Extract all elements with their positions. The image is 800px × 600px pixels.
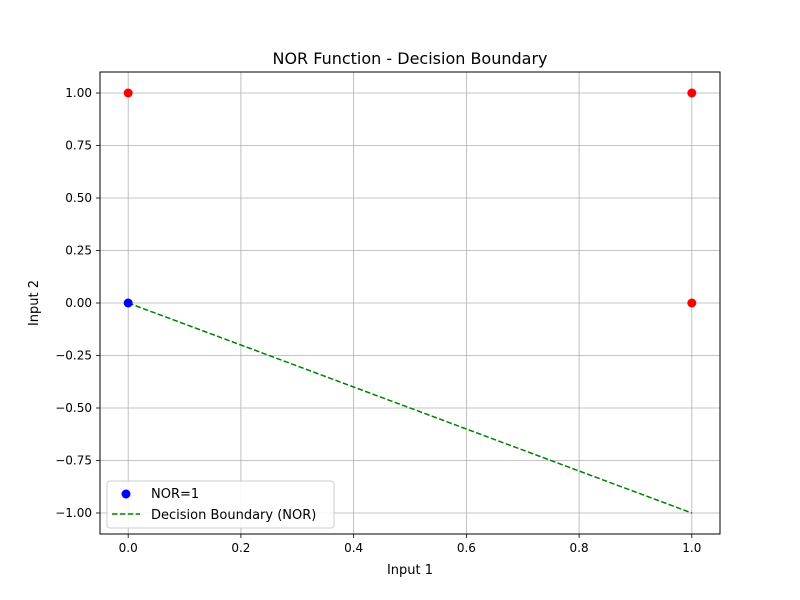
x-tick-label: 0.0 [119, 541, 138, 555]
y-axis-label: Input 2 [27, 280, 42, 326]
grid [100, 72, 720, 534]
y-tick-label: −0.75 [55, 454, 92, 468]
decision-boundary-line [127, 302, 693, 514]
boundary-layer [127, 302, 693, 514]
x-tick-label: 0.4 [344, 541, 363, 555]
y-tick-label: 0.75 [65, 139, 92, 153]
legend-box [106, 480, 335, 529]
y-tick-label: 0.25 [65, 244, 92, 258]
y-tick-label: −0.50 [55, 401, 92, 415]
legend-marker-nor1 [121, 489, 131, 499]
x-tick-label: 0.6 [457, 541, 476, 555]
y-tick-label: −0.25 [55, 349, 92, 363]
points-layer [123, 88, 697, 308]
scatter-point-nor0 [687, 88, 697, 98]
x-tick-label: 0.2 [231, 541, 250, 555]
y-tick-label: 1.00 [65, 86, 92, 100]
scatter-point-nor1 [123, 298, 133, 308]
y-tick-label: 0.00 [65, 296, 92, 310]
scatter-point-nor0 [123, 88, 133, 98]
legend-label-nor1: NOR=1 [151, 487, 199, 502]
x-tick-label: 0.8 [570, 541, 589, 555]
x-tick-label: 1.0 [682, 541, 701, 555]
chart-title: NOR Function - Decision Boundary [272, 49, 547, 68]
ticks: 0.0 0.2 0.4 0.6 0.8 1.0 −1.00 −0.75 −0.50 −0.25 0.… [55, 86, 701, 555]
legend-label-boundary: Decision Boundary (NOR) [151, 508, 316, 523]
scatter-point-nor0 [687, 298, 697, 308]
y-tick-label: 0.50 [65, 191, 92, 205]
x-axis-label: Input 1 [387, 563, 433, 578]
y-tick-label: −1.00 [55, 506, 92, 520]
legend: NOR=1 Decision Boundary (NOR) [106, 480, 335, 529]
